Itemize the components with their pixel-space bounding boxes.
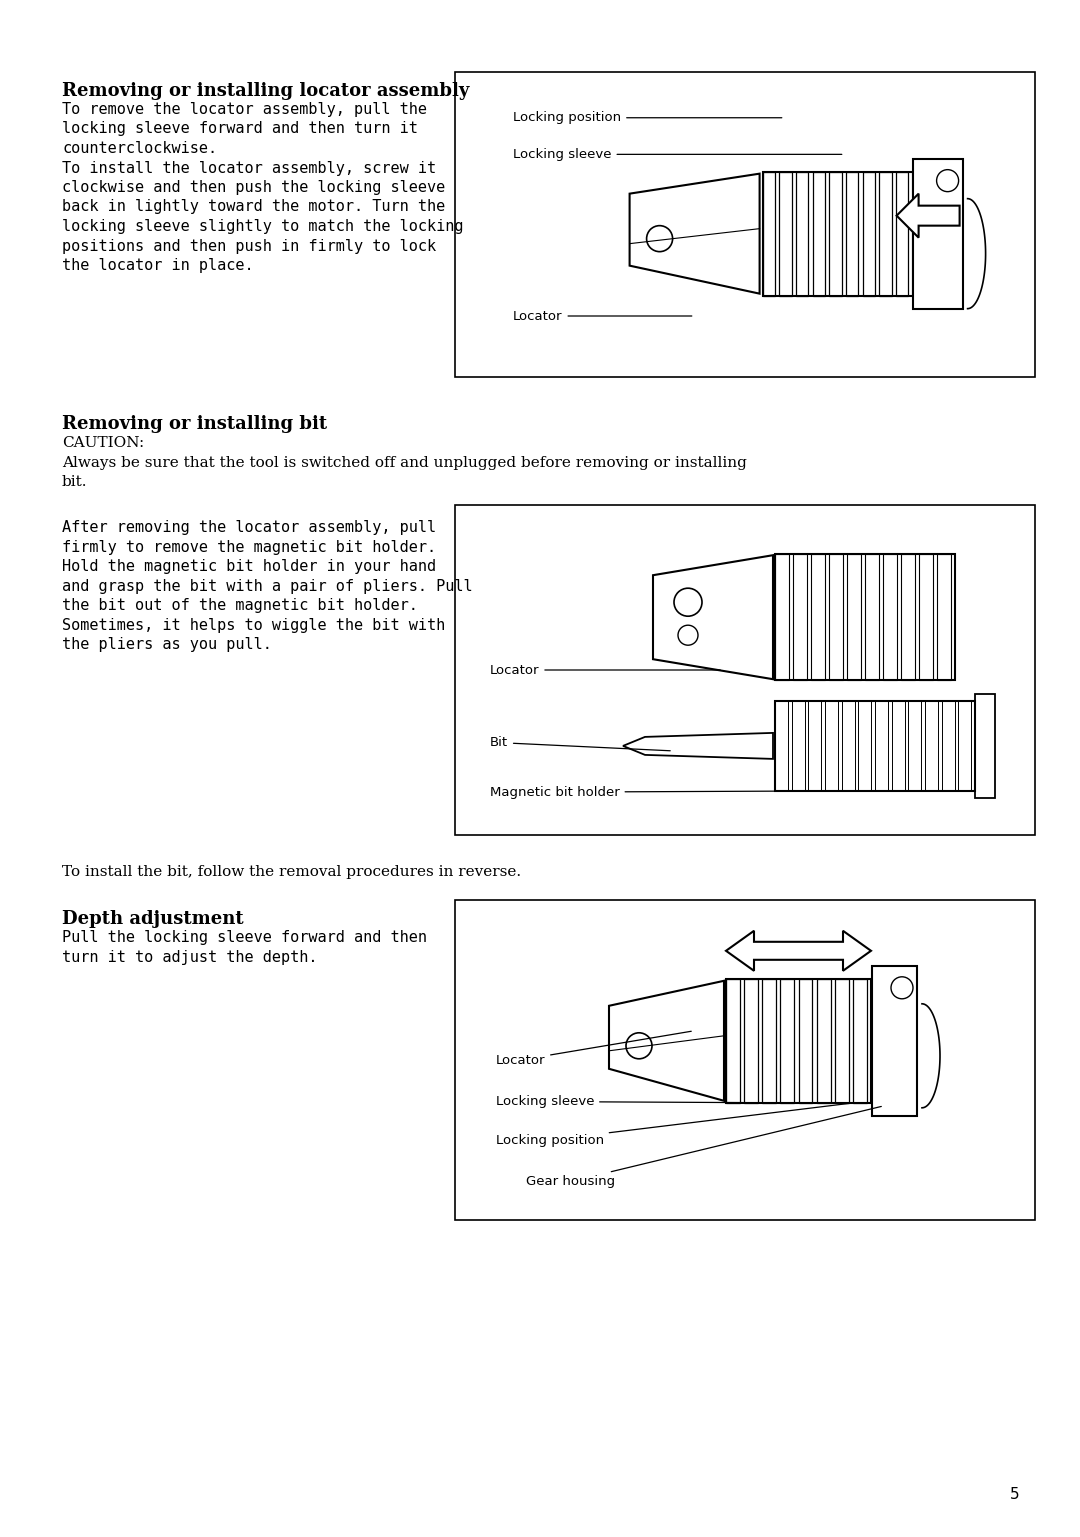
Text: Hold the magnetic bit holder in your hand: Hold the magnetic bit holder in your han… xyxy=(62,559,436,573)
Bar xyxy=(975,693,995,798)
Polygon shape xyxy=(609,981,724,1100)
Text: Pull the locking sleeve forward and then: Pull the locking sleeve forward and then xyxy=(62,930,427,945)
Bar xyxy=(841,701,854,792)
Circle shape xyxy=(936,169,959,192)
Text: locking sleeve slightly to match the locking: locking sleeve slightly to match the loc… xyxy=(62,218,463,234)
Text: Gear housing: Gear housing xyxy=(526,1107,881,1188)
Text: back in lightly toward the motor. Turn the: back in lightly toward the motor. Turn t… xyxy=(62,200,445,215)
Text: To install the bit, follow the removal procedures in reverse.: To install the bit, follow the removal p… xyxy=(62,865,522,879)
Text: Bit: Bit xyxy=(490,736,671,750)
Bar xyxy=(908,701,921,792)
Text: To install the locator assembly, screw it: To install the locator assembly, screw i… xyxy=(62,160,436,175)
Bar xyxy=(892,701,905,792)
Text: counterclockwise.: counterclockwise. xyxy=(62,141,217,155)
Bar xyxy=(919,555,933,681)
Bar xyxy=(846,172,859,295)
Bar xyxy=(781,979,794,1104)
Bar xyxy=(853,979,867,1104)
Bar xyxy=(744,979,758,1104)
Text: Depth adjustment: Depth adjustment xyxy=(62,910,244,928)
Text: turn it to adjust the depth.: turn it to adjust the depth. xyxy=(62,950,318,965)
Bar xyxy=(816,979,831,1104)
Bar xyxy=(792,701,805,792)
Bar xyxy=(829,172,841,295)
Text: Removing or installing locator assembly: Removing or installing locator assembly xyxy=(62,81,470,100)
Bar xyxy=(762,979,777,1104)
Bar xyxy=(775,701,975,792)
Bar xyxy=(726,979,870,1104)
Bar xyxy=(455,506,1035,835)
Bar xyxy=(872,965,917,1116)
Bar xyxy=(811,555,825,681)
Text: Always be sure that the tool is switched off and unplugged before removing or in: Always be sure that the tool is switched… xyxy=(62,456,747,470)
Text: the bit out of the magnetic bit holder.: the bit out of the magnetic bit holder. xyxy=(62,598,418,613)
Bar xyxy=(913,158,962,309)
Bar xyxy=(812,172,825,295)
Text: Magnetic bit holder: Magnetic bit holder xyxy=(490,785,831,799)
Polygon shape xyxy=(653,555,773,679)
Text: Locking position: Locking position xyxy=(496,1104,851,1147)
Text: Sometimes, it helps to wiggle the bit with: Sometimes, it helps to wiggle the bit wi… xyxy=(62,618,445,633)
Bar xyxy=(875,701,888,792)
Text: firmly to remove the magnetic bit holder.: firmly to remove the magnetic bit holder… xyxy=(62,539,436,555)
Bar xyxy=(762,172,775,295)
Bar xyxy=(835,979,849,1104)
Text: To remove the locator assembly, pull the: To remove the locator assembly, pull the xyxy=(62,101,427,117)
Circle shape xyxy=(674,589,702,616)
Text: Locator: Locator xyxy=(513,309,692,323)
Polygon shape xyxy=(630,174,759,294)
Circle shape xyxy=(647,226,673,252)
Circle shape xyxy=(626,1033,652,1059)
Polygon shape xyxy=(726,931,870,971)
Bar xyxy=(942,701,955,792)
Bar xyxy=(883,555,897,681)
Text: and grasp the bit with a pair of pliers. Pull: and grasp the bit with a pair of pliers.… xyxy=(62,578,473,593)
Bar xyxy=(829,555,843,681)
Circle shape xyxy=(891,978,913,999)
Text: Locking sleeve: Locking sleeve xyxy=(496,1094,781,1108)
Bar xyxy=(825,701,838,792)
Bar xyxy=(859,701,872,792)
Text: positions and then push in firmly to lock: positions and then push in firmly to loc… xyxy=(62,238,436,254)
Text: After removing the locator assembly, pull: After removing the locator assembly, pul… xyxy=(62,520,436,535)
Text: 5: 5 xyxy=(1010,1486,1020,1502)
Bar xyxy=(796,172,809,295)
Bar xyxy=(879,172,892,295)
Text: the pliers as you pull.: the pliers as you pull. xyxy=(62,636,272,652)
Bar xyxy=(808,701,821,792)
Bar xyxy=(775,555,789,681)
Bar xyxy=(847,555,861,681)
Polygon shape xyxy=(896,194,960,238)
Text: bit.: bit. xyxy=(62,475,87,489)
Bar xyxy=(901,555,915,681)
Bar xyxy=(865,555,879,681)
Bar xyxy=(924,701,939,792)
Bar xyxy=(780,172,792,295)
Text: Locator: Locator xyxy=(490,664,720,676)
Bar xyxy=(937,555,951,681)
Bar xyxy=(455,901,1035,1220)
Bar xyxy=(775,555,955,681)
Text: clockwise and then push the locking sleeve: clockwise and then push the locking slee… xyxy=(62,180,445,195)
Bar xyxy=(798,979,812,1104)
Bar xyxy=(863,172,875,295)
Text: locking sleeve forward and then turn it: locking sleeve forward and then turn it xyxy=(62,121,418,137)
Bar xyxy=(726,979,740,1104)
Bar xyxy=(958,701,971,792)
Text: Locator: Locator xyxy=(496,1031,691,1067)
Polygon shape xyxy=(623,733,773,759)
Bar xyxy=(896,172,908,295)
Bar xyxy=(455,72,1035,377)
Text: the locator in place.: the locator in place. xyxy=(62,258,254,274)
Bar xyxy=(793,555,807,681)
Text: Locking position: Locking position xyxy=(513,111,782,124)
Bar xyxy=(775,701,788,792)
Text: CAUTION:: CAUTION: xyxy=(62,437,145,450)
Circle shape xyxy=(678,626,698,646)
Text: Removing or installing bit: Removing or installing bit xyxy=(62,415,327,433)
Text: Locking sleeve: Locking sleeve xyxy=(513,148,841,161)
Bar xyxy=(762,172,913,295)
